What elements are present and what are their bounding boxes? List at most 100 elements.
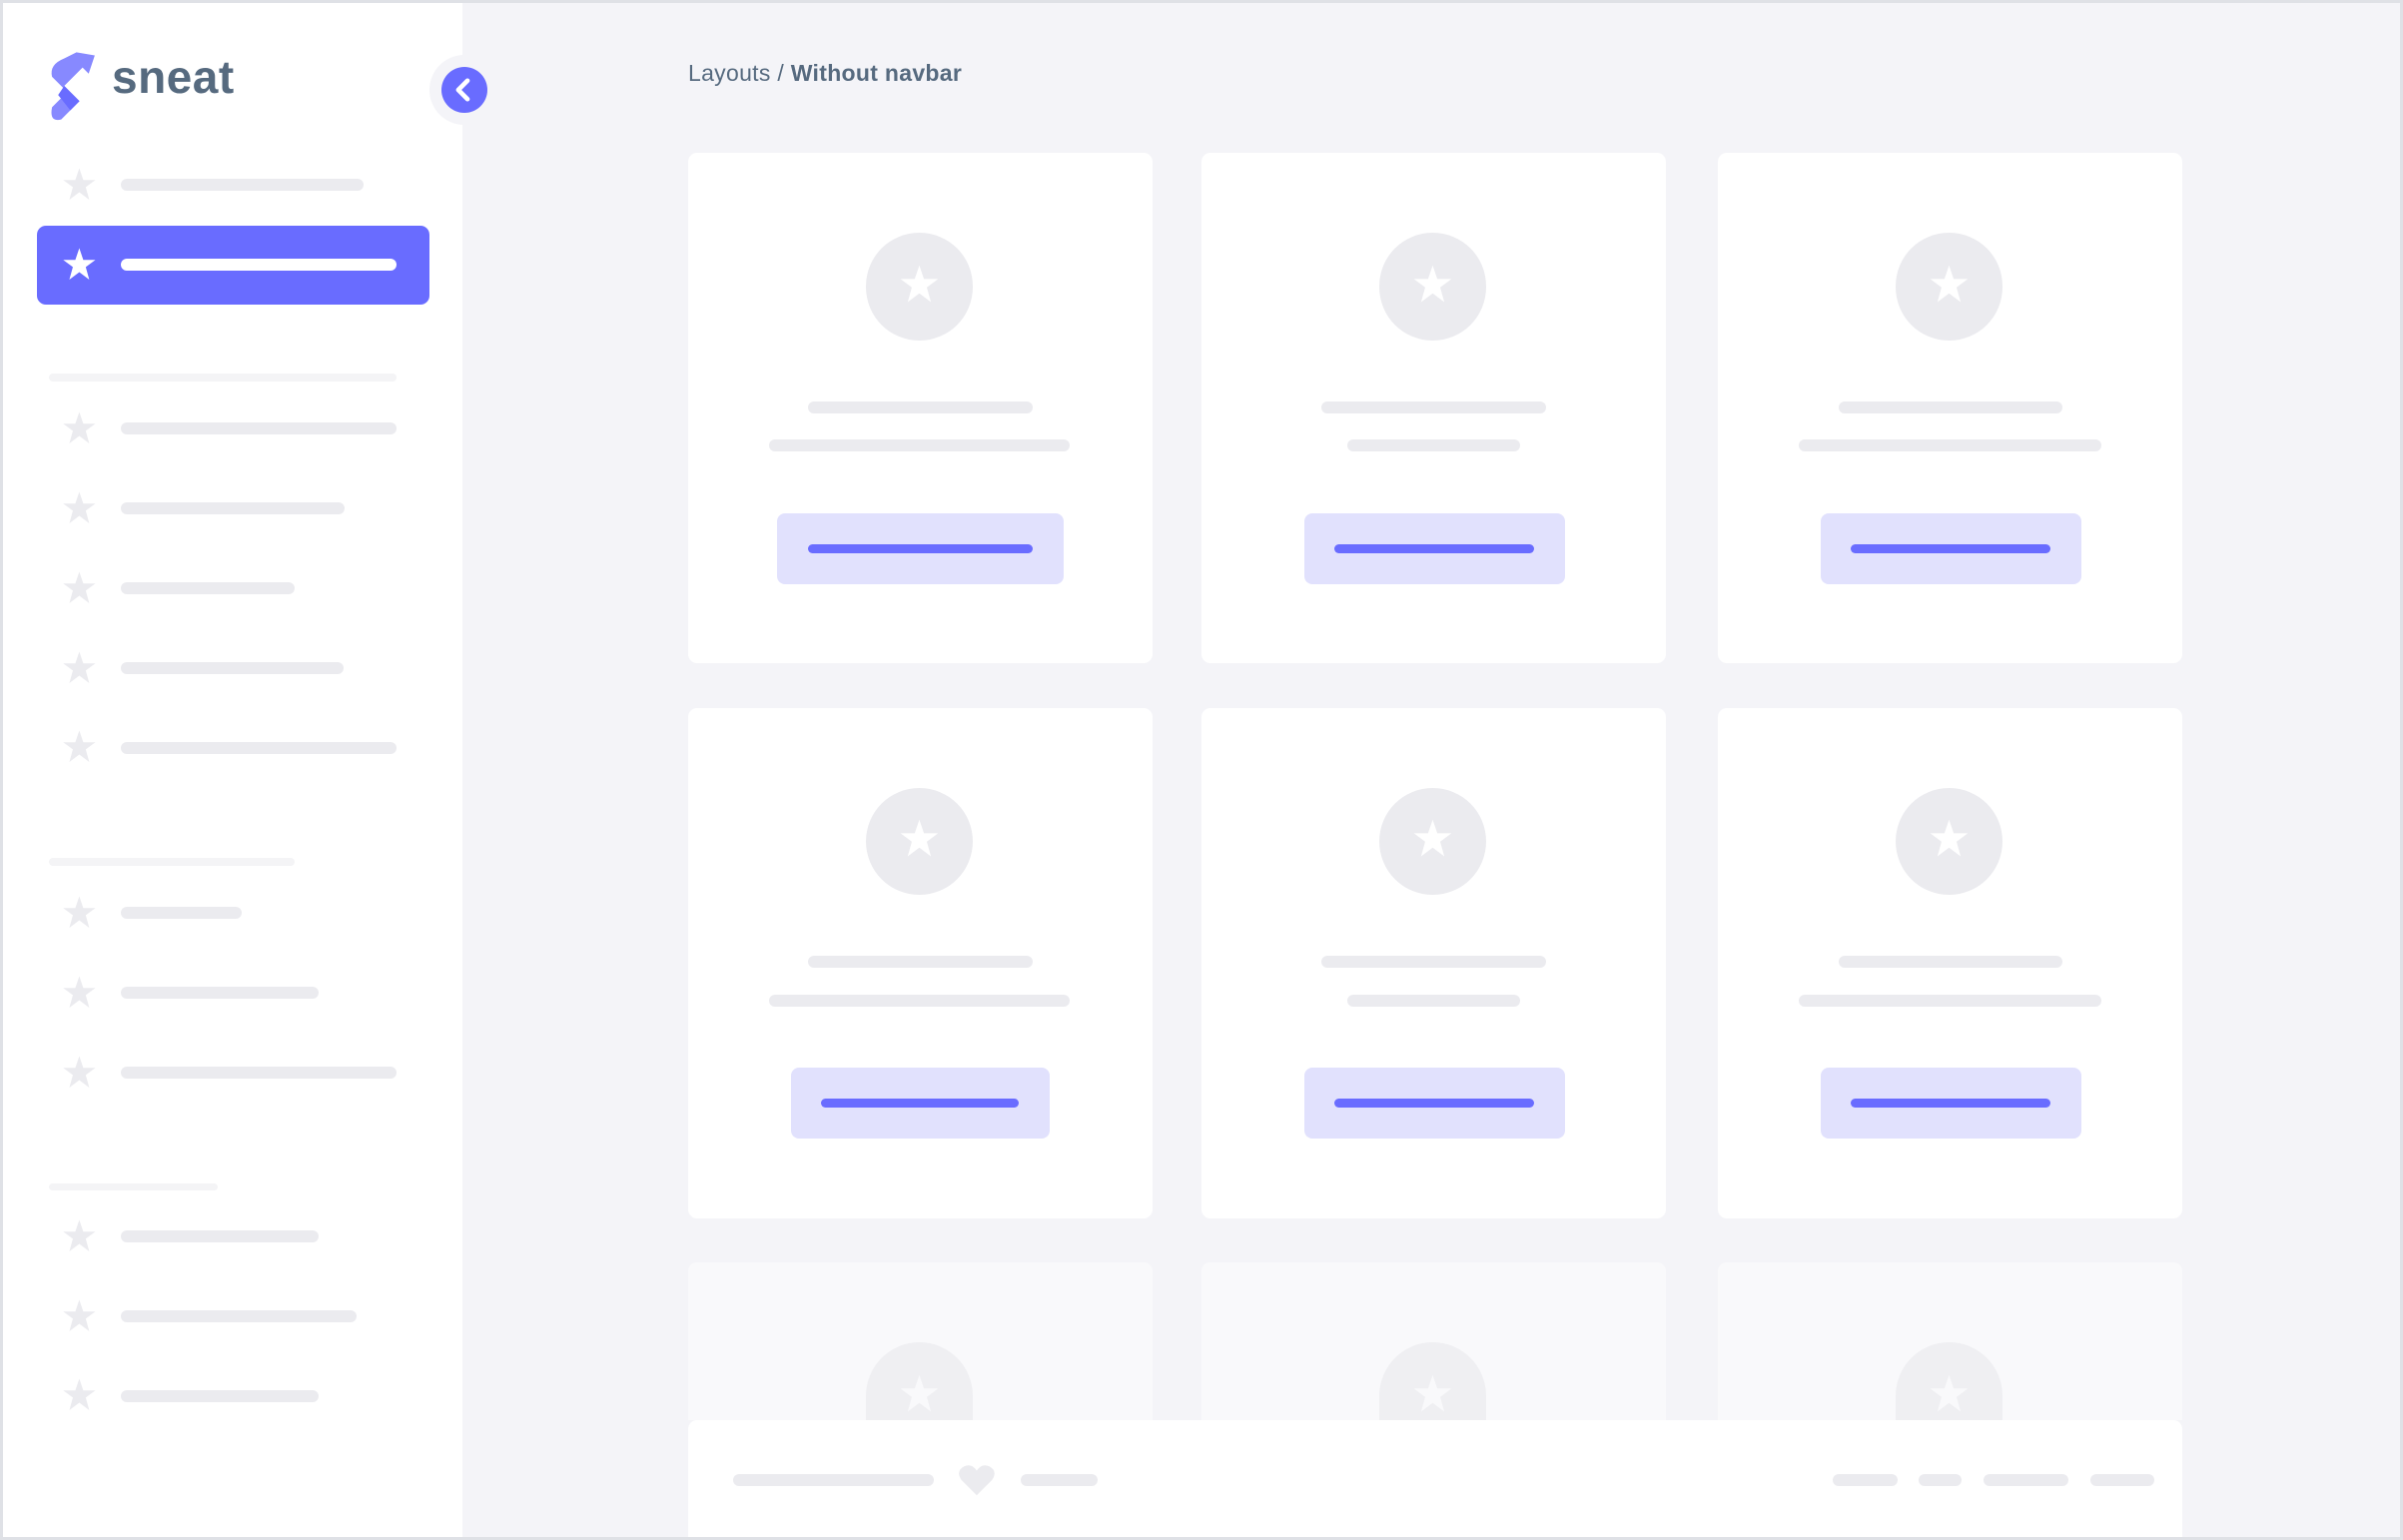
star-icon xyxy=(61,490,98,527)
footer-link-placeholder[interactable] xyxy=(1919,1473,1963,1486)
sidebar-item[interactable] xyxy=(37,1356,429,1436)
sidebar-item[interactable] xyxy=(37,146,429,226)
sidebar-item[interactable] xyxy=(37,874,429,954)
footer-link-placeholder[interactable] xyxy=(2090,1473,2155,1486)
star-icon xyxy=(61,650,98,687)
sidebar-item-label-placeholder xyxy=(121,741,398,754)
star-icon xyxy=(61,1218,98,1255)
card-button-label-placeholder xyxy=(1851,543,2050,553)
card xyxy=(1718,153,2182,664)
card xyxy=(687,1262,1153,1421)
footer xyxy=(688,1420,2182,1537)
card-title-placeholder xyxy=(1320,400,1547,413)
star-icon xyxy=(61,167,98,204)
card-avatar xyxy=(1896,787,2003,895)
footer-author-placeholder[interactable] xyxy=(1021,1473,1098,1486)
sidebar-item-label-placeholder xyxy=(121,502,346,515)
card-title-placeholder xyxy=(1839,400,2063,413)
sidebar-item[interactable] xyxy=(37,1276,429,1356)
card-title-placeholder xyxy=(1839,956,2063,969)
sidebar-item-label-placeholder xyxy=(121,661,344,674)
star-icon xyxy=(1411,264,1454,307)
card-button[interactable] xyxy=(1820,512,2081,584)
star-icon xyxy=(1928,818,1971,861)
breadcrumb-parent[interactable]: Layouts xyxy=(688,60,771,86)
sidebar-item-label-placeholder xyxy=(121,907,243,920)
card xyxy=(687,707,1153,1218)
card-text-placeholder xyxy=(1799,439,2101,452)
sidebar-section-divider xyxy=(49,858,295,866)
sidebar-item[interactable] xyxy=(37,708,429,788)
sidebar-item-label-placeholder xyxy=(121,422,398,435)
chevron-left-icon xyxy=(455,78,470,102)
sidebar-item-label-placeholder xyxy=(121,1309,358,1322)
star-icon xyxy=(61,1377,98,1414)
card-text-placeholder xyxy=(769,439,1070,452)
card-text-placeholder xyxy=(769,994,1070,1007)
footer-link-placeholder[interactable] xyxy=(1983,1473,2069,1486)
sidebar-item-label-placeholder xyxy=(121,1066,398,1079)
heart-icon xyxy=(957,1463,997,1502)
breadcrumb-separator: / xyxy=(770,60,791,86)
star-icon xyxy=(61,729,98,766)
sidebar-item[interactable] xyxy=(37,1033,429,1113)
breadcrumb: Layouts / Without navbar xyxy=(688,60,962,88)
card xyxy=(1718,1262,2182,1421)
card-avatar xyxy=(865,787,974,895)
card-avatar xyxy=(1378,233,1487,341)
logo-text: sneat xyxy=(112,51,235,103)
card-button-label-placeholder xyxy=(1334,543,1534,553)
card-text-placeholder xyxy=(1346,439,1521,452)
card-button[interactable] xyxy=(1303,1068,1565,1139)
card-button-label-placeholder xyxy=(807,543,1034,553)
card-avatar xyxy=(865,233,974,341)
star-icon xyxy=(61,1298,98,1335)
card-button[interactable] xyxy=(1820,1068,2081,1139)
sidebar-toggle-button[interactable] xyxy=(441,67,487,113)
card-button[interactable] xyxy=(790,1068,1050,1139)
sidebar-item-active[interactable] xyxy=(36,225,429,306)
card xyxy=(687,153,1153,664)
card xyxy=(1201,707,1666,1218)
card-avatar xyxy=(1378,1342,1487,1421)
sidebar-item-label-placeholder xyxy=(121,1389,320,1402)
star-icon xyxy=(1928,264,1971,307)
card xyxy=(1718,707,2182,1218)
star-icon xyxy=(898,818,941,861)
card xyxy=(1201,153,1666,664)
sidebar-section-divider xyxy=(49,1182,218,1191)
sidebar-item-label-placeholder xyxy=(121,179,364,192)
star-icon xyxy=(61,975,98,1012)
sidebar-item-label-placeholder xyxy=(121,582,295,595)
card-text-placeholder xyxy=(1346,994,1521,1007)
sidebar-item[interactable] xyxy=(37,628,429,708)
sidebar-item[interactable] xyxy=(37,548,429,628)
sidebar-item[interactable] xyxy=(37,1196,429,1276)
star-icon xyxy=(898,264,941,307)
sidebar-section-divider xyxy=(49,374,398,382)
card-button-label-placeholder xyxy=(821,1099,1020,1109)
sidebar: sneat xyxy=(3,3,499,1537)
card-title-placeholder xyxy=(807,400,1034,413)
card-avatar xyxy=(1896,233,2003,341)
star-icon xyxy=(1411,818,1454,861)
card-button[interactable] xyxy=(776,512,1064,584)
sidebar-item[interactable] xyxy=(37,953,429,1033)
star-icon xyxy=(1928,1373,1971,1416)
card-avatar xyxy=(865,1342,974,1421)
sneat-logo-icon xyxy=(51,52,95,121)
card-button[interactable] xyxy=(1303,512,1565,584)
footer-copyright-placeholder xyxy=(732,1473,934,1486)
sidebar-item-label-placeholder xyxy=(121,1230,320,1243)
card-avatar xyxy=(1378,787,1487,895)
sidebar-item[interactable] xyxy=(37,469,429,549)
sidebar-item-label-placeholder xyxy=(121,987,320,1000)
footer-link-placeholder[interactable] xyxy=(1833,1473,1898,1486)
card-text-placeholder xyxy=(1799,994,2101,1007)
star-icon xyxy=(61,247,98,284)
sidebar-item[interactable] xyxy=(37,389,429,469)
card-title-placeholder xyxy=(1320,956,1547,969)
star-icon xyxy=(61,895,98,932)
star-icon xyxy=(61,570,98,607)
